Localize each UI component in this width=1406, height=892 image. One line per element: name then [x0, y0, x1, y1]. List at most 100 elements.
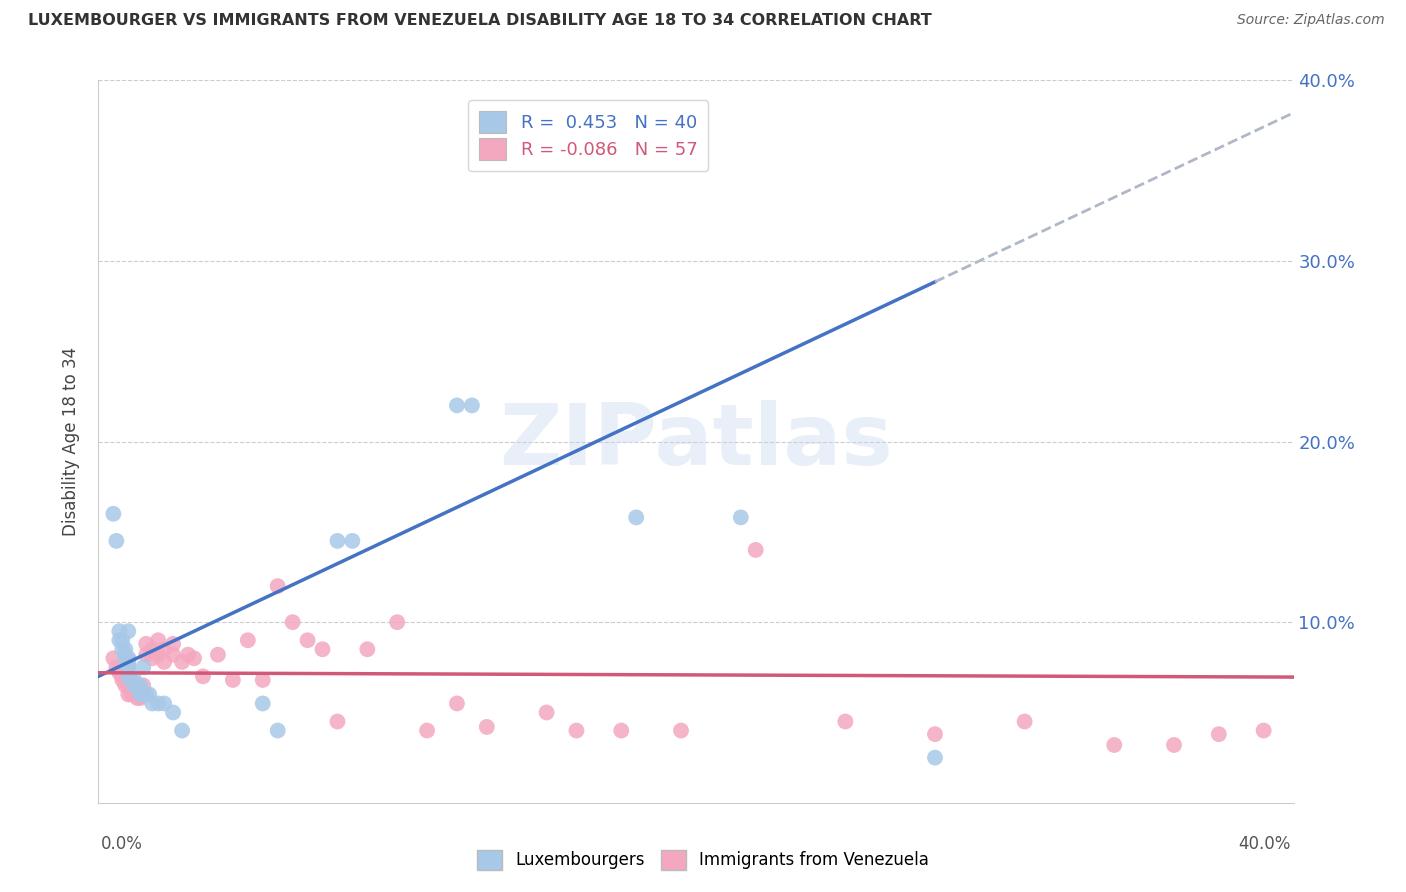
- Legend: Luxembourgers, Immigrants from Venezuela: Luxembourgers, Immigrants from Venezuela: [470, 843, 936, 877]
- Point: [326, 714, 349, 729]
- Point: [342, 533, 364, 548]
- Point: [385, 615, 409, 630]
- Point: [730, 510, 752, 524]
- Point: [1253, 723, 1275, 738]
- Point: [207, 648, 229, 662]
- Point: [326, 533, 349, 548]
- Point: [114, 678, 136, 692]
- Point: [117, 660, 139, 674]
- Point: [1014, 714, 1036, 729]
- Point: [252, 673, 274, 687]
- Point: [117, 678, 139, 692]
- Point: [117, 651, 139, 665]
- Point: [117, 669, 139, 683]
- Point: [172, 723, 194, 738]
- Point: [924, 750, 946, 764]
- Text: LUXEMBOURGER VS IMMIGRANTS FROM VENEZUELA DISABILITY AGE 18 TO 34 CORRELATION CH: LUXEMBOURGER VS IMMIGRANTS FROM VENEZUEL…: [28, 13, 932, 29]
- Point: [252, 697, 274, 711]
- Point: [117, 655, 139, 669]
- Text: ZIPatlas: ZIPatlas: [499, 400, 893, 483]
- Point: [416, 723, 439, 738]
- Point: [153, 642, 176, 657]
- Point: [135, 637, 157, 651]
- Point: [177, 648, 200, 662]
- Point: [108, 665, 131, 680]
- Point: [356, 642, 378, 657]
- Point: [141, 642, 163, 657]
- Point: [105, 660, 128, 674]
- Point: [103, 651, 125, 665]
- Point: [162, 706, 184, 720]
- Point: [446, 398, 468, 412]
- Point: [1208, 727, 1230, 741]
- Point: [111, 642, 134, 657]
- Point: [153, 697, 176, 711]
- Point: [311, 642, 333, 657]
- Point: [446, 697, 468, 711]
- Point: [120, 673, 142, 687]
- Point: [111, 633, 134, 648]
- Point: [114, 648, 136, 662]
- Point: [117, 660, 139, 674]
- Point: [129, 691, 152, 706]
- Point: [117, 651, 139, 665]
- Point: [236, 633, 259, 648]
- Point: [461, 398, 484, 412]
- Point: [267, 723, 290, 738]
- Point: [124, 678, 146, 692]
- Legend: R =  0.453   N = 40, R = -0.086   N = 57: R = 0.453 N = 40, R = -0.086 N = 57: [468, 100, 709, 171]
- Point: [108, 633, 131, 648]
- Point: [834, 714, 856, 729]
- Point: [536, 706, 558, 720]
- Point: [475, 720, 498, 734]
- Point: [162, 637, 184, 651]
- Point: [153, 655, 176, 669]
- Point: [117, 624, 139, 639]
- Point: [281, 615, 304, 630]
- Text: Source: ZipAtlas.com: Source: ZipAtlas.com: [1237, 13, 1385, 28]
- Point: [626, 510, 648, 524]
- Point: [148, 648, 170, 662]
- Point: [924, 727, 946, 741]
- Point: [129, 678, 152, 692]
- Point: [745, 542, 768, 557]
- Point: [141, 651, 163, 665]
- Point: [111, 669, 134, 683]
- Point: [114, 642, 136, 657]
- Point: [132, 660, 155, 674]
- Point: [132, 687, 155, 701]
- Point: [1104, 738, 1126, 752]
- Point: [222, 673, 245, 687]
- Point: [132, 687, 155, 701]
- Point: [120, 687, 142, 701]
- Point: [669, 723, 692, 738]
- Point: [127, 678, 149, 692]
- Point: [127, 691, 149, 706]
- Point: [610, 723, 633, 738]
- Point: [191, 669, 214, 683]
- Point: [103, 507, 125, 521]
- Text: 40.0%: 40.0%: [1239, 835, 1291, 853]
- Point: [117, 687, 139, 701]
- Point: [111, 673, 134, 687]
- Text: 0.0%: 0.0%: [101, 835, 143, 853]
- Point: [108, 624, 131, 639]
- Point: [135, 687, 157, 701]
- Point: [297, 633, 319, 648]
- Point: [172, 655, 194, 669]
- Point: [114, 651, 136, 665]
- Point: [114, 673, 136, 687]
- Point: [162, 648, 184, 662]
- Point: [138, 687, 160, 701]
- Y-axis label: Disability Age 18 to 34: Disability Age 18 to 34: [62, 347, 80, 536]
- Point: [1163, 738, 1185, 752]
- Point: [183, 651, 205, 665]
- Point: [129, 687, 152, 701]
- Point: [124, 687, 146, 701]
- Point: [127, 678, 149, 692]
- Point: [141, 697, 163, 711]
- Point: [124, 673, 146, 687]
- Point: [148, 633, 170, 648]
- Point: [565, 723, 588, 738]
- Point: [267, 579, 290, 593]
